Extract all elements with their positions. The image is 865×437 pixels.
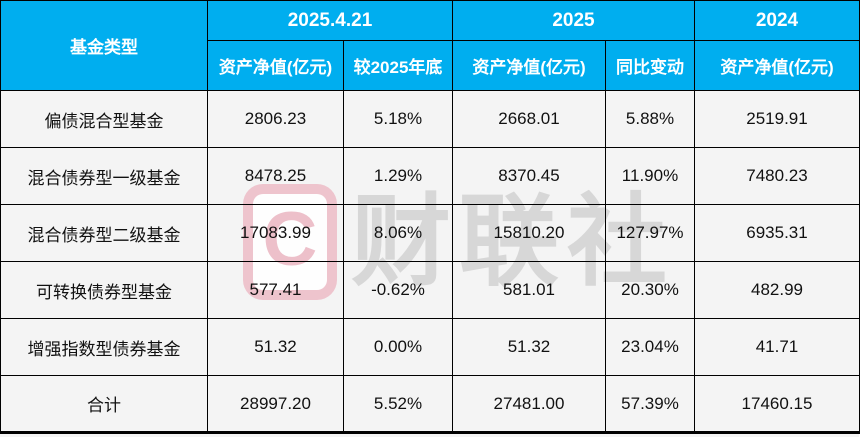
table-row: 偏债混合型基金 2806.23 5.18% 2668.01 5.88% 2519… (0, 90, 860, 148)
fund-name-cell: 增强指数型债券基金 (0, 318, 208, 376)
fund-name-cell: 可转换债券型基金 (0, 261, 208, 319)
value-cell: 577.41 (207, 261, 344, 319)
value-cell: 57.39% (605, 375, 695, 433)
header-row-subcolumns: 资产净值(亿元) 较2025年底 资产净值(亿元) 同比变动 资产净值(亿元) (1, 40, 860, 91)
value-cell: 482.99 (694, 261, 860, 319)
value-cell: 23.04% (605, 318, 695, 376)
value-cell: 8478.25 (207, 147, 344, 205)
sub-header-vs-end-2025: 较2025年底 (343, 40, 453, 91)
table-row: 可转换债券型基金 577.41 -0.62% 581.01 20.30% 482… (0, 261, 860, 319)
corner-header-fund-type: 基金类型 (0, 0, 208, 91)
value-cell: 2806.23 (207, 90, 344, 148)
value-cell: 5.18% (343, 90, 453, 148)
value-cell: 41.71 (694, 318, 860, 376)
value-cell: 20.30% (605, 261, 695, 319)
fund-name-cell: 合计 (0, 375, 208, 433)
value-cell: 8370.45 (452, 147, 606, 205)
value-cell: 2519.91 (694, 90, 860, 148)
value-cell: -0.62% (343, 261, 453, 319)
value-cell: 51.32 (207, 318, 344, 376)
value-cell: 6935.31 (694, 204, 860, 262)
fund-name-cell: 混合债券型一级基金 (0, 147, 208, 205)
table-row: 混合债券型一级基金 8478.25 1.29% 8370.45 11.90% 7… (0, 147, 860, 205)
value-cell: 5.88% (605, 90, 695, 148)
sub-header-net-value-2: 资产净值(亿元) (452, 40, 606, 91)
value-cell: 15810.20 (452, 204, 606, 262)
fund-name-cell: 偏债混合型基金 (0, 90, 208, 148)
value-cell: 1.29% (343, 147, 453, 205)
value-cell: 17460.15 (694, 375, 860, 433)
table-row: 混合债券型二级基金 17083.99 8.06% 15810.20 127.97… (0, 204, 860, 262)
value-cell: 127.97% (605, 204, 695, 262)
value-cell: 51.32 (452, 318, 606, 376)
header-row-groups: 基金类型 2025.4.21 2025 2024 (0, 0, 860, 91)
value-cell: 581.01 (452, 261, 606, 319)
table-row: 增强指数型债券基金 51.32 0.00% 51.32 23.04% 41.71 (0, 318, 860, 376)
fund-name-cell: 混合债券型二级基金 (0, 204, 208, 262)
value-cell: 11.90% (605, 147, 695, 205)
value-cell: 2668.01 (452, 90, 606, 148)
value-cell: 28997.20 (207, 375, 344, 433)
col-group-2025-04-21: 2025.4.21 (207, 0, 453, 41)
table-row-total: 合计 28997.20 5.52% 27481.00 57.39% 17460.… (0, 375, 860, 433)
value-cell: 8.06% (343, 204, 453, 262)
sub-header-net-value-3: 资产净值(亿元) (694, 40, 860, 91)
col-group-2025: 2025 (452, 0, 695, 41)
value-cell: 17083.99 (207, 204, 344, 262)
value-cell: 7480.23 (694, 147, 860, 205)
value-cell: 27481.00 (452, 375, 606, 433)
sub-header-net-value-1: 资产净值(亿元) (207, 40, 344, 91)
col-group-2024: 2024 (694, 0, 860, 41)
value-cell: 5.52% (343, 375, 453, 433)
value-cell: 0.00% (343, 318, 453, 376)
sub-header-yoy-change: 同比变动 (605, 40, 695, 91)
